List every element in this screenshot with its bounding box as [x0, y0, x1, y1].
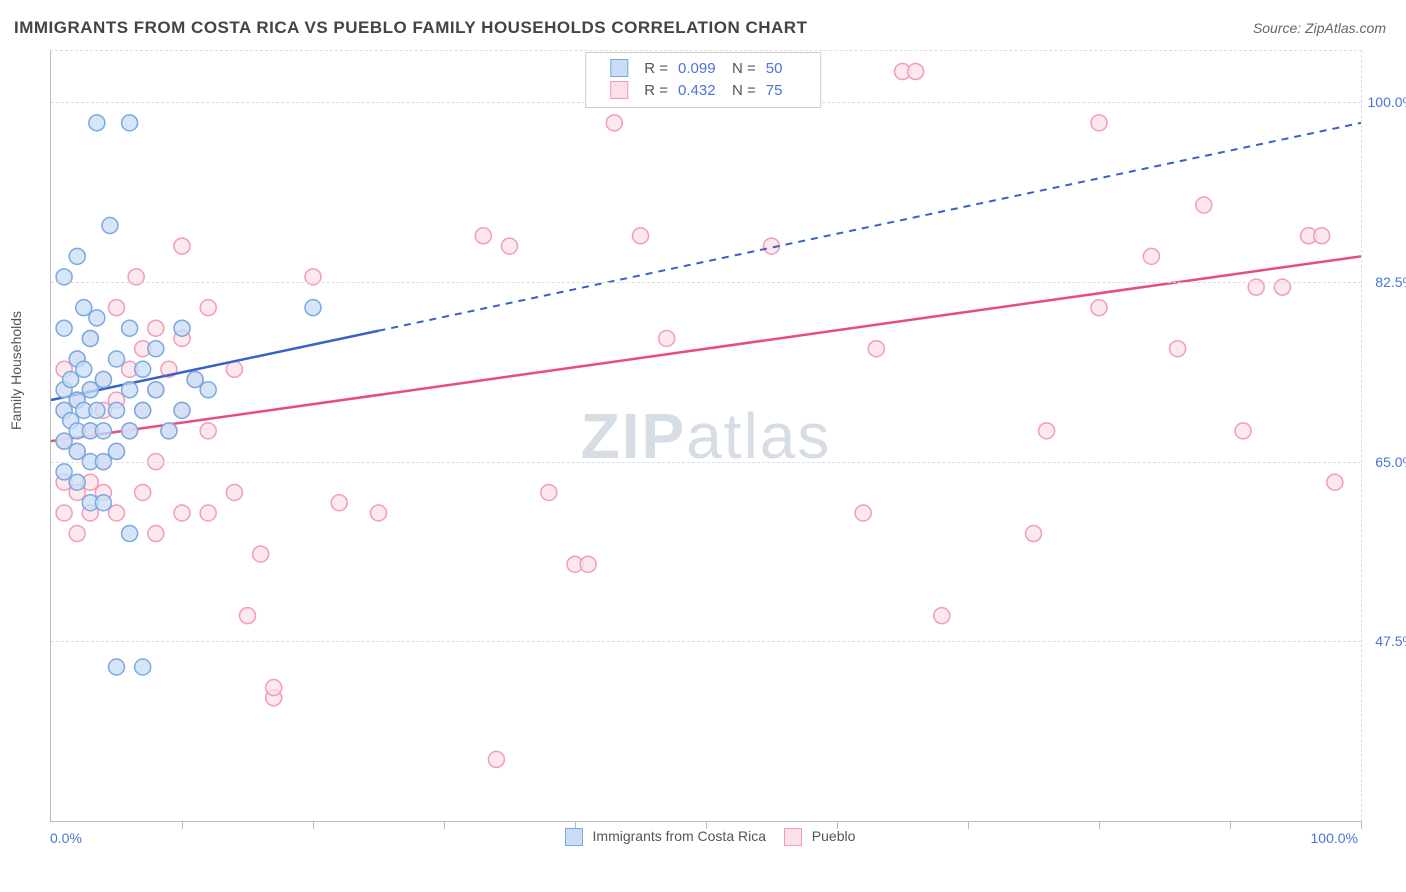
- chart-plot-area: ZIPatlas 47.5%65.0%82.5%100.0%: [50, 50, 1362, 822]
- y-tick-label: 100.0%: [1368, 94, 1406, 110]
- gridline-h: [51, 462, 1361, 463]
- stats-r-label-2: R =: [644, 82, 668, 99]
- legend-swatch-costa-rica: [565, 828, 583, 846]
- stats-n-label-2: N =: [732, 82, 756, 99]
- y-tick-label: 47.5%: [1375, 633, 1406, 649]
- chart-title: IMMIGRANTS FROM COSTA RICA VS PUEBLO FAM…: [14, 18, 807, 38]
- scatter-svg: [51, 51, 1361, 821]
- legend-swatch-pueblo: [784, 828, 802, 846]
- stats-n-pueblo: 75: [766, 82, 810, 99]
- source-attribution: Source: ZipAtlas.com: [1253, 20, 1386, 36]
- stats-r-pueblo: 0.432: [678, 82, 722, 99]
- y-tick-label: 82.5%: [1375, 274, 1406, 290]
- stats-r-label: R =: [644, 60, 668, 77]
- stats-r-costa-rica: 0.099: [678, 60, 722, 77]
- stats-row-costa-rica: R = 0.099 N = 50: [596, 57, 810, 79]
- legend-label-pueblo: Pueblo: [812, 828, 856, 844]
- bottom-legend: Immigrants from Costa Rica Pueblo: [0, 828, 1406, 846]
- stats-swatch-costa-rica: [610, 59, 628, 77]
- legend-label-costa-rica: Immigrants from Costa Rica: [593, 828, 766, 844]
- stats-swatch-pueblo: [610, 81, 628, 99]
- gridline-h: [51, 282, 1361, 283]
- stats-legend: R = 0.099 N = 50 R = 0.432 N = 75: [585, 52, 821, 108]
- stats-row-pueblo: R = 0.432 N = 75: [596, 79, 810, 101]
- stats-n-label: N =: [732, 60, 756, 77]
- y-tick-label: 65.0%: [1375, 454, 1406, 470]
- stats-n-costa-rica: 50: [766, 60, 810, 77]
- y-axis-label: Family Households: [8, 311, 24, 430]
- gridline-h: [51, 641, 1361, 642]
